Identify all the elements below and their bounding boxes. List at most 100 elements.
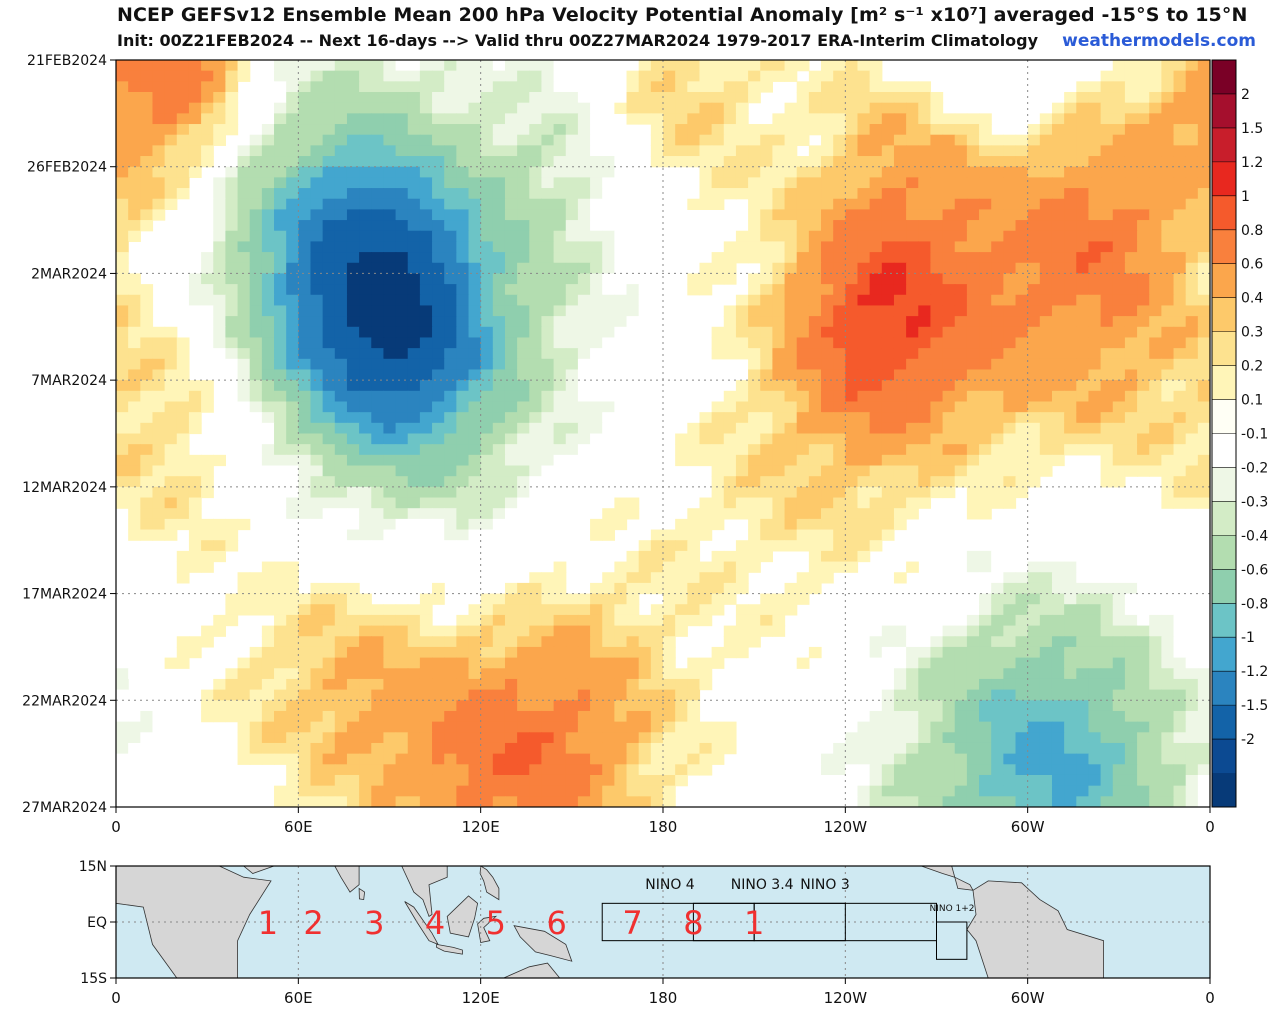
field-cell [699, 444, 713, 456]
field-cell [1051, 220, 1065, 232]
field-cell [128, 476, 141, 488]
field-cell [1064, 358, 1077, 371]
field-cell [918, 348, 932, 360]
field-cell [638, 209, 652, 221]
field-cell [1051, 710, 1065, 723]
field-cell [821, 358, 834, 371]
field-cell [492, 753, 506, 765]
field-cell [711, 604, 725, 616]
field-cell [590, 678, 603, 691]
field-cell [1051, 721, 1065, 733]
field-cell [541, 764, 555, 776]
field-cell [1100, 625, 1114, 637]
field-cell [796, 380, 810, 392]
field-cell [1112, 92, 1126, 104]
field-cell [225, 700, 239, 712]
field-cell [541, 582, 555, 595]
field-cell [663, 348, 676, 360]
field-cell [1173, 337, 1187, 349]
field-cell [699, 198, 713, 210]
field-cell [1137, 60, 1150, 72]
field-cell [456, 518, 470, 531]
field-cell [784, 326, 798, 339]
field-cell [322, 390, 336, 403]
field-cell [772, 145, 786, 157]
field-cell [760, 60, 773, 72]
field-cell [1064, 209, 1077, 221]
field-cell [395, 316, 409, 328]
field-cell [796, 230, 810, 243]
field-cell [444, 113, 457, 125]
field-cell [468, 764, 482, 776]
field-cell [1112, 209, 1126, 221]
field-cell [942, 657, 956, 669]
field-cell [116, 689, 129, 701]
field-cell [1003, 742, 1017, 755]
field-cell [1076, 188, 1090, 200]
field-cell [286, 401, 299, 413]
field-cell [371, 134, 385, 146]
field-cell [602, 508, 615, 520]
field-cell [1027, 188, 1041, 200]
field-cell [954, 358, 968, 371]
field-cell [1124, 326, 1138, 339]
field-cell [565, 284, 579, 296]
field-cell [541, 209, 555, 221]
field-cell [419, 401, 433, 413]
field-cell [1149, 294, 1162, 307]
field-cell [577, 262, 591, 275]
field-cell [930, 422, 944, 435]
field-cell [869, 732, 883, 744]
field-cell [334, 348, 348, 360]
field-cell [893, 476, 907, 488]
field-cell [735, 348, 749, 360]
field-cell [237, 358, 251, 371]
field-cell [1051, 390, 1065, 403]
field-cell [857, 145, 871, 157]
field-cell [1185, 188, 1199, 200]
field-cell [359, 700, 372, 712]
field-cell [930, 689, 944, 701]
field-cell [772, 198, 786, 210]
field-cell [991, 284, 1004, 296]
field-cell [626, 625, 640, 637]
field-cell [407, 668, 421, 680]
field-cell [845, 518, 859, 531]
field-cell [359, 465, 372, 477]
field-cell [164, 465, 178, 477]
field-cell [1100, 348, 1114, 360]
field-cell [116, 497, 129, 509]
field-cell [590, 401, 603, 413]
field-cell [650, 646, 664, 659]
field-cell [991, 422, 1004, 435]
field-cell [128, 508, 141, 520]
field-cell [432, 70, 445, 82]
field-cell [371, 369, 385, 381]
field-cell [699, 593, 713, 605]
field-cell [504, 124, 518, 136]
field-cell [869, 60, 883, 72]
field-cell [918, 732, 932, 744]
field-cell [1076, 273, 1090, 285]
field-cell [1027, 689, 1041, 701]
field-cell [845, 102, 859, 114]
field-cell [237, 412, 251, 424]
field-cell [419, 252, 433, 264]
field-cell [188, 305, 202, 317]
field-cell [1039, 305, 1053, 317]
field-cell [419, 305, 433, 317]
field-cell [735, 625, 749, 637]
field-cell [249, 572, 263, 584]
field-cell [371, 774, 385, 787]
field-cell [529, 401, 543, 413]
field-cell [614, 721, 628, 733]
field-cell [225, 614, 239, 627]
field-cell [893, 241, 907, 253]
field-cell [1149, 145, 1162, 157]
field-cell [541, 689, 555, 701]
field-cell [1149, 742, 1162, 755]
field-cell [735, 636, 749, 648]
field-cell [845, 508, 859, 520]
field-cell [1076, 390, 1090, 403]
field-cell [869, 305, 883, 317]
